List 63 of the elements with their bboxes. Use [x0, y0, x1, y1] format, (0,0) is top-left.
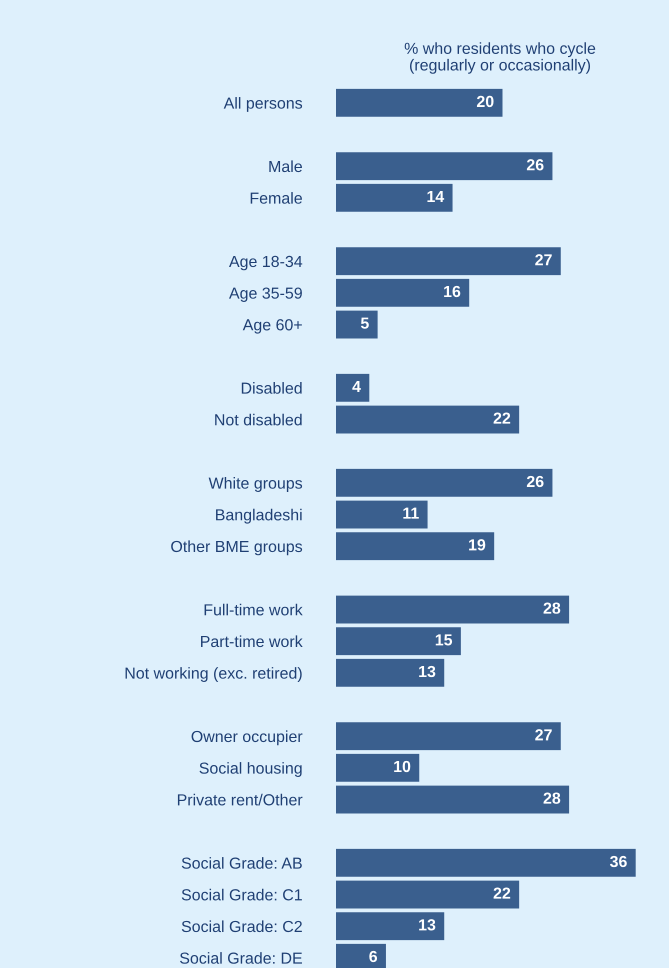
data-label: 14	[427, 190, 444, 202]
bar	[336, 152, 552, 180]
data-label: 28	[544, 602, 560, 614]
y-tick-label: Other BME groups	[171, 540, 302, 556]
bar	[336, 722, 561, 750]
y-tick-label: All persons	[224, 97, 302, 112]
data-label: 26	[526, 476, 544, 488]
y-tick-label: Social Grade: C2	[182, 920, 302, 932]
data-label: 13	[419, 666, 436, 678]
data-label: 10	[394, 760, 410, 772]
bar	[336, 88, 502, 117]
y-tick-label: Not disabled	[215, 414, 302, 426]
data-label: 11	[403, 508, 419, 519]
y-tick-label: Private rent/Other	[178, 794, 302, 806]
bar	[336, 848, 636, 877]
data-label: 6	[369, 950, 378, 962]
y-tick-label: Social Grade: C1	[182, 888, 302, 900]
data-label: 26	[526, 159, 544, 170]
data-label: 13	[419, 919, 436, 931]
chart-title: % who residents who cycle (regularly or occasionally)	[404, 42, 596, 74]
data-label: 4	[352, 380, 361, 392]
bar	[336, 754, 420, 782]
data-label: 36	[610, 856, 627, 868]
data-label: 22	[494, 412, 510, 424]
bar	[336, 406, 520, 434]
bar	[336, 374, 370, 402]
bar	[336, 658, 444, 687]
y-tick-label: Age 60+	[242, 319, 302, 334]
bar	[336, 278, 470, 307]
y-tick-label: Part-time work	[201, 635, 303, 648]
y-tick-label: Female	[250, 192, 302, 204]
y-tick-label: Male	[269, 160, 302, 172]
data-label: 22	[494, 888, 510, 899]
bar	[336, 880, 520, 908]
bar	[336, 912, 444, 940]
bar	[336, 310, 378, 338]
y-tick-label: Age 18-34	[228, 256, 302, 270]
data-label: 20	[476, 96, 494, 108]
bar	[336, 184, 453, 212]
bar	[336, 468, 552, 497]
data-label: 5	[360, 318, 369, 329]
y-tick-label: Social Grade: AB	[182, 857, 302, 869]
bar	[336, 786, 570, 814]
data-label: 27	[535, 254, 552, 266]
data-label: 15	[436, 634, 452, 646]
y-tick-label: Social Grade: DE	[180, 952, 302, 964]
bar	[336, 247, 561, 276]
bar	[336, 596, 570, 624]
bar	[336, 532, 494, 560]
bar	[336, 627, 461, 656]
bar	[336, 500, 428, 528]
data-label: 19	[469, 539, 486, 550]
y-tick-label: Full-time work	[204, 604, 303, 616]
y-tick-label: White groups	[208, 477, 302, 492]
y-tick-label: Not working (exc. retired)	[126, 667, 302, 682]
data-label: 27	[535, 729, 552, 740]
y-tick-label: Bangladeshi	[216, 508, 302, 524]
y-tick-label: Age 35-59	[228, 287, 302, 302]
data-label: 28	[544, 792, 560, 804]
y-tick-label: Owner occupier	[192, 730, 302, 746]
y-tick-label: Disabled	[242, 382, 302, 394]
data-label: 16	[444, 286, 460, 298]
y-tick-label: Social housing	[200, 762, 302, 777]
